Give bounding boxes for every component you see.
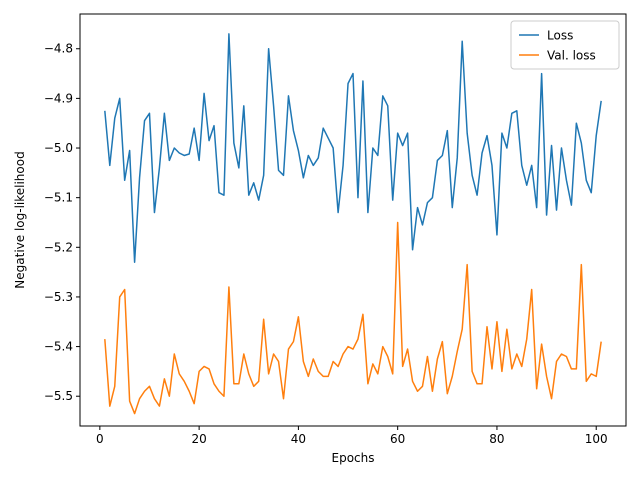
x-axis-ticks: 0 20 40 60 80 100 [96,426,608,446]
x-tick-label: 60 [390,432,405,446]
x-tick-label: 20 [191,432,206,446]
y-tick-label: −4.8 [44,42,73,56]
y-tick-label: −4.9 [44,91,73,105]
legend: Loss Val. loss [510,20,620,70]
x-axis-label: Epochs [332,451,375,465]
legend-label: Val. loss [547,49,596,63]
x-tick-label: 40 [291,432,306,446]
y-tick-label: −5.1 [44,191,73,205]
y-tick-label: −5.5 [44,389,73,403]
plot-lines [104,33,602,415]
y-tick-label: −5.2 [44,240,73,254]
x-tick-label: 100 [585,432,608,446]
series-line-val-loss [104,221,602,415]
y-axis-ticks: −4.8 −4.9 −5.0 −5.1 −5.2 −5.3 −5.4 −5.5 [44,42,80,403]
y-axis-label: Negative log-likelihood [13,151,27,288]
y-tick-label: −5.4 [44,340,73,354]
legend-box [510,20,620,70]
y-tick-label: −5.3 [44,290,73,304]
plot-frame [79,13,627,427]
x-tick-label: 80 [489,432,504,446]
series-line-loss [104,33,602,263]
y-tick-label: −5.0 [44,141,73,155]
x-tick-label: 0 [96,432,104,446]
legend-label: Loss [547,29,573,43]
